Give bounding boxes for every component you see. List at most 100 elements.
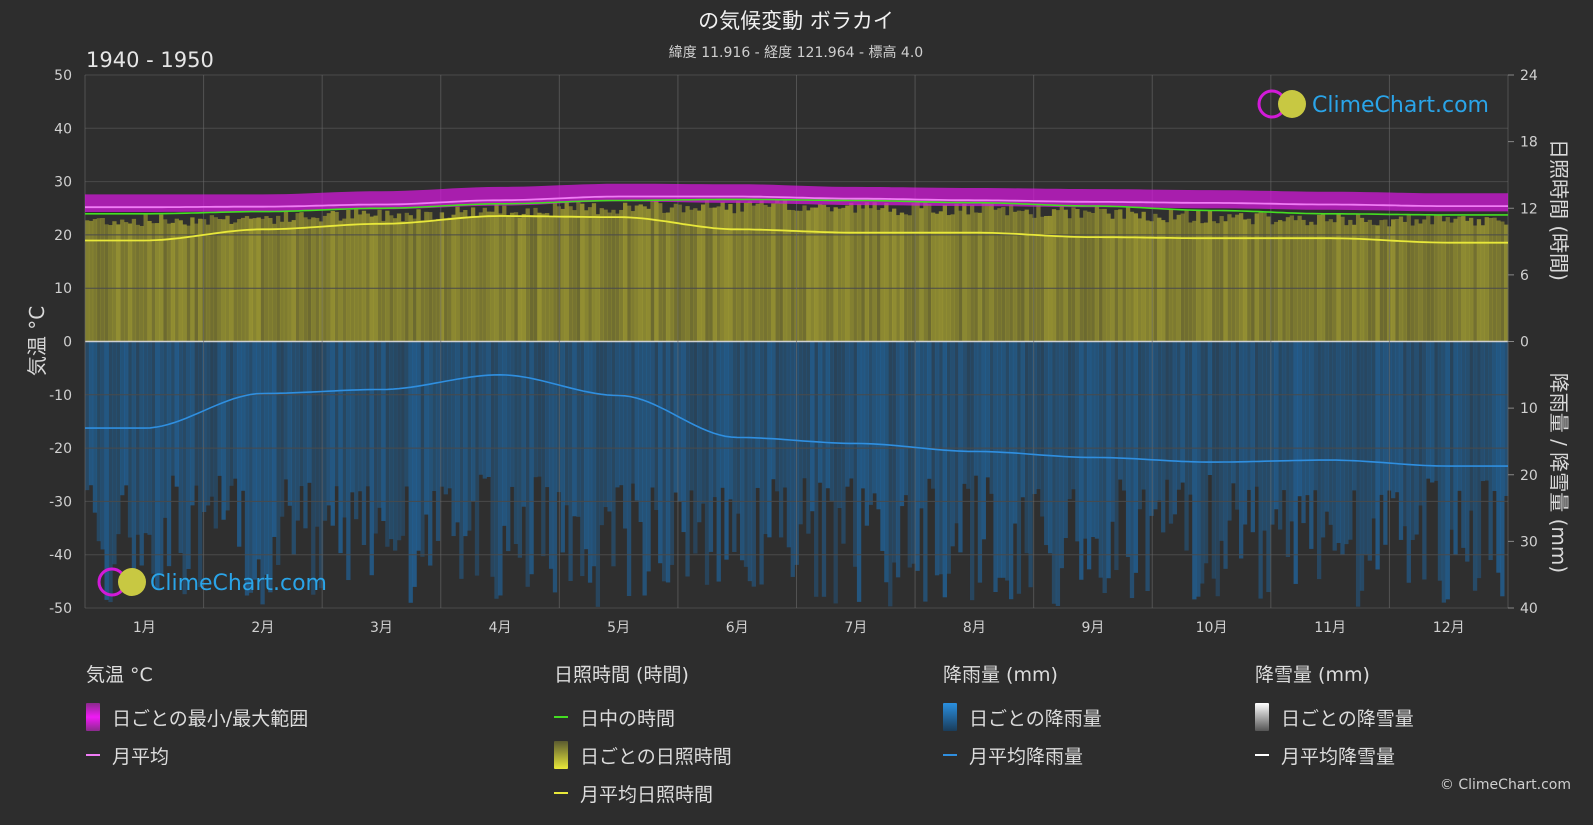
daily-rain-bar (1110, 341, 1115, 522)
daily-rain-bar (856, 341, 862, 602)
daily-sunshine-bar (459, 212, 464, 342)
daily-sunshine-bar (825, 207, 831, 342)
legend-item: 日ごとの降雨量 (943, 698, 1102, 736)
daily-sunshine-bar (116, 224, 121, 342)
legend-item: 日ごとの日照時間 (554, 736, 732, 774)
daily-sunshine-bar (977, 212, 983, 342)
daily-sunshine-bar (716, 206, 721, 342)
daily-rain-bar (716, 341, 721, 582)
daily-rain-bar (92, 341, 98, 513)
daily-sunshine-bar (790, 210, 795, 342)
daily-sunshine-bar (178, 220, 183, 342)
daily-sunshine-bar (954, 204, 959, 342)
daily-rain-bar (1063, 341, 1068, 539)
daily-sunshine-bar (209, 215, 215, 342)
daily-rain-bar (100, 341, 105, 550)
daily-rain-bar (548, 341, 554, 569)
daily-sunshine-bar (299, 212, 304, 342)
daily-sunshine-bar (346, 209, 351, 342)
daily-rain-bar (954, 341, 959, 524)
daily-sunshine-bar (443, 218, 448, 342)
daily-rain-bar (276, 341, 281, 565)
daily-sunshine-bar (1250, 224, 1255, 342)
daily-rain-bar (1211, 341, 1216, 579)
daily-rain-bar (521, 341, 526, 507)
watermark-text: ClimeChart.com (150, 571, 327, 596)
daily-sunshine-bar (342, 218, 347, 342)
daily-rain-bar (1449, 341, 1454, 530)
daily-sunshine-bar (1153, 213, 1158, 342)
daily-sunshine-bar (669, 207, 675, 342)
daily-rain-bar (307, 341, 312, 483)
daily-sunshine-bar (1328, 219, 1333, 342)
daily-sunshine-bar (361, 210, 367, 342)
daily-rain-bar (240, 341, 246, 491)
month-tick-label: 12月 (1433, 620, 1465, 636)
daily-sunshine-bar (486, 211, 491, 342)
daily-rain-bar (1309, 341, 1314, 549)
daily-sunshine-bar (1231, 217, 1236, 342)
daily-sunshine-bar (1227, 214, 1232, 342)
daily-sunshine-bar (1277, 220, 1283, 342)
daily-sunshine-bar (170, 222, 176, 342)
daily-rain-bar (529, 341, 534, 575)
daily-sunshine-bar (151, 223, 156, 342)
daily-rain-bar (182, 341, 187, 595)
daily-rain-bar (1246, 341, 1252, 490)
left-tick-label: 0 (63, 335, 72, 351)
daily-sunshine-bar (155, 223, 160, 342)
daily-rain-bar (85, 341, 90, 491)
daily-rain-bar (506, 341, 511, 552)
daily-rain-bar (1504, 341, 1509, 496)
daily-sunshine-bar (307, 219, 312, 342)
daily-rain-bar (1223, 341, 1228, 569)
daily-rain-bar (739, 341, 745, 561)
daily-sunshine-bar (1254, 213, 1259, 342)
daily-rain-bar (1469, 341, 1474, 511)
daily-sunshine-bar (1344, 225, 1349, 342)
daily-rain-bar (116, 341, 121, 535)
daily-sunshine-bar (946, 215, 951, 342)
month-tick-label: 6月 (726, 620, 749, 636)
daily-rain-bar (1500, 341, 1505, 597)
daily-sunshine-bar (775, 200, 780, 342)
daily-rain-bar (373, 341, 378, 534)
daily-rain-bar (669, 341, 675, 565)
daily-rain-bar (981, 341, 986, 540)
daily-sunshine-bar (572, 210, 577, 342)
daily-sunshine-bar (1297, 215, 1302, 342)
daily-sunshine-bar (1219, 216, 1224, 342)
daily-rain-bar (923, 341, 928, 602)
daily-rain-bar (790, 341, 795, 577)
daily-rain-bar (755, 341, 760, 488)
daily-sunshine-bar (587, 207, 593, 342)
month-tick-label: 10月 (1196, 620, 1228, 636)
daily-sunshine-bar (876, 209, 881, 342)
daily-sunshine-bar (1071, 207, 1076, 342)
daily-sunshine-bar (771, 203, 776, 342)
daily-sunshine-bar (1044, 215, 1049, 342)
daily-rain-bar (96, 341, 101, 542)
daily-rain-bar (895, 341, 901, 578)
daily-sunshine-bar (123, 222, 129, 342)
daily-rain-bar (494, 341, 499, 599)
daily-rain-bar (170, 341, 176, 476)
sunshine-mean-line (85, 215, 1508, 244)
daily-sunshine-bar (966, 214, 971, 342)
daily-sunshine-bar (934, 213, 940, 342)
daily-sunshine-bar (279, 221, 285, 342)
daily-rain-bar (174, 341, 179, 487)
daily-rain-bar (989, 341, 994, 494)
daily-sunshine-bar (1005, 215, 1010, 342)
daily-sunshine-bar (603, 209, 608, 342)
daily-rain-bar (1496, 341, 1501, 573)
daily-sunshine-bar (229, 223, 234, 342)
daily-sunshine-bar (350, 218, 355, 342)
daily-sunshine-bar (864, 202, 870, 342)
daily-sunshine-bar (533, 207, 538, 342)
daily-rain-bar (626, 341, 632, 596)
daily-sunshine-bar (1172, 219, 1178, 342)
daily-sunshine-bar (1313, 224, 1318, 342)
daily-rain-bar (135, 341, 140, 535)
daily-sunshine-bar (1211, 221, 1216, 342)
